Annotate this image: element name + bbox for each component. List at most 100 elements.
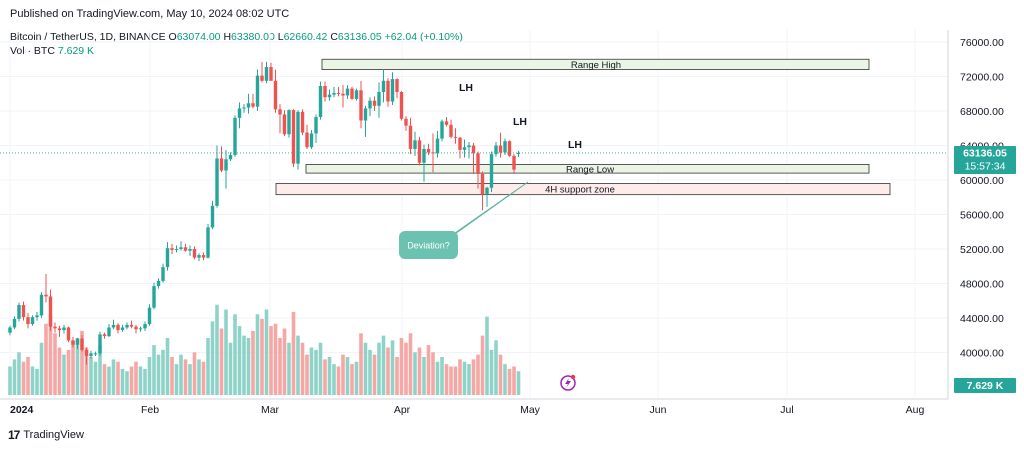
volume-bar bbox=[498, 354, 503, 395]
volume-bar bbox=[435, 361, 440, 395]
volume-bar bbox=[75, 338, 80, 395]
volume-bar bbox=[71, 340, 75, 395]
volume-bar bbox=[53, 333, 57, 395]
volume-bar bbox=[485, 316, 489, 395]
volume-bar bbox=[336, 366, 341, 395]
price-tick-label: 48000.00 bbox=[960, 279, 1004, 291]
candle-body bbox=[404, 118, 408, 126]
candle-body bbox=[318, 85, 323, 118]
lh-label-1: LH bbox=[459, 82, 473, 94]
volume-bar bbox=[129, 366, 134, 395]
candle-body bbox=[93, 353, 98, 355]
candle-body bbox=[138, 328, 143, 330]
volume-bars bbox=[8, 304, 521, 395]
volume-bar bbox=[30, 366, 35, 395]
candle-body bbox=[273, 80, 278, 110]
candle-body bbox=[386, 80, 390, 102]
volume-bar bbox=[359, 333, 363, 395]
time-tick-label: 2024 bbox=[10, 404, 34, 416]
candle-body bbox=[440, 121, 444, 139]
price-tick-label: 40000.00 bbox=[960, 348, 1004, 360]
range-low-zone bbox=[305, 164, 870, 174]
candle-body bbox=[278, 109, 282, 115]
volume-bar bbox=[386, 347, 390, 395]
open-value: 63074.00 bbox=[176, 31, 221, 43]
volume-bar bbox=[21, 361, 26, 395]
volume-bar bbox=[188, 364, 192, 395]
volume-bar bbox=[39, 342, 44, 395]
volume-bar bbox=[332, 364, 336, 395]
volume-bar bbox=[381, 335, 386, 395]
range-high-zone bbox=[321, 58, 870, 70]
candle-body bbox=[57, 328, 62, 331]
candle-body bbox=[251, 103, 255, 107]
candle-body bbox=[516, 152, 521, 154]
candle-body bbox=[305, 132, 309, 148]
volume-bar bbox=[156, 354, 161, 395]
volume-bar bbox=[467, 364, 471, 395]
candle-body bbox=[71, 340, 75, 345]
volume-bar bbox=[147, 357, 152, 395]
candle-body bbox=[120, 327, 125, 331]
volume-bar bbox=[201, 361, 206, 395]
volume-bar bbox=[116, 361, 120, 395]
candle-body bbox=[228, 154, 233, 160]
volume-bar bbox=[224, 309, 228, 395]
volume-bar bbox=[264, 309, 269, 395]
volume-bar bbox=[161, 349, 165, 395]
volume-bar bbox=[80, 330, 84, 395]
volume-bar bbox=[314, 349, 318, 395]
candle-body bbox=[39, 294, 44, 316]
range-low-label: Range Low bbox=[566, 164, 614, 175]
candle-body bbox=[323, 85, 327, 98]
volume-bar bbox=[480, 335, 485, 395]
candle-body bbox=[161, 267, 165, 281]
candle-body bbox=[215, 158, 219, 206]
candle-body bbox=[309, 133, 314, 148]
candle-body bbox=[84, 349, 89, 356]
volume-bar bbox=[426, 345, 431, 395]
volume-bar bbox=[287, 342, 291, 395]
tradingview-brand: TradingView bbox=[23, 429, 84, 441]
volume-bar bbox=[417, 347, 422, 395]
symbol-name[interactable]: Bitcoin / TetherUS, 1D, BINANCE bbox=[10, 31, 166, 43]
volume-bar bbox=[269, 326, 273, 395]
volume-bar bbox=[93, 361, 98, 395]
candle-body bbox=[21, 305, 26, 318]
candle-body bbox=[170, 248, 174, 250]
volume-badge bbox=[954, 378, 1016, 393]
volume-bar bbox=[102, 364, 107, 395]
candle-body bbox=[408, 125, 413, 149]
candle-body bbox=[431, 152, 435, 154]
time-tick-label: Apr bbox=[394, 404, 411, 416]
volume-label[interactable]: Vol · BTC bbox=[10, 45, 55, 57]
volume-bar bbox=[44, 323, 48, 395]
close-value: 63136.05 bbox=[337, 31, 382, 43]
volume-bar bbox=[489, 349, 494, 395]
candle-body bbox=[417, 140, 422, 163]
volume-bar bbox=[215, 304, 219, 395]
annotation-overlay: LH LH LH Deviation? bbox=[0, 82, 948, 391]
volume-bar bbox=[152, 345, 156, 395]
volume-bar bbox=[165, 338, 170, 395]
candle-body bbox=[498, 145, 503, 153]
candle-body bbox=[485, 187, 489, 195]
candle-body bbox=[116, 324, 120, 331]
candle-body bbox=[192, 249, 197, 258]
volume-value: 7.629 K bbox=[57, 45, 95, 57]
volume-bar bbox=[318, 342, 323, 395]
candle-body bbox=[512, 155, 516, 170]
volume-bar bbox=[278, 338, 282, 395]
lightning-icon-bolt bbox=[565, 378, 571, 388]
candle-body bbox=[8, 327, 12, 333]
candle-body bbox=[66, 327, 71, 341]
candle-body bbox=[201, 255, 206, 258]
candle-body bbox=[224, 159, 228, 171]
volume-bar bbox=[17, 352, 21, 395]
volume-bar bbox=[507, 368, 512, 395]
support-zone-label: 4H support zone bbox=[545, 185, 615, 196]
support-zone bbox=[275, 183, 891, 196]
candle-body bbox=[359, 90, 363, 121]
volume-bar bbox=[26, 357, 30, 395]
